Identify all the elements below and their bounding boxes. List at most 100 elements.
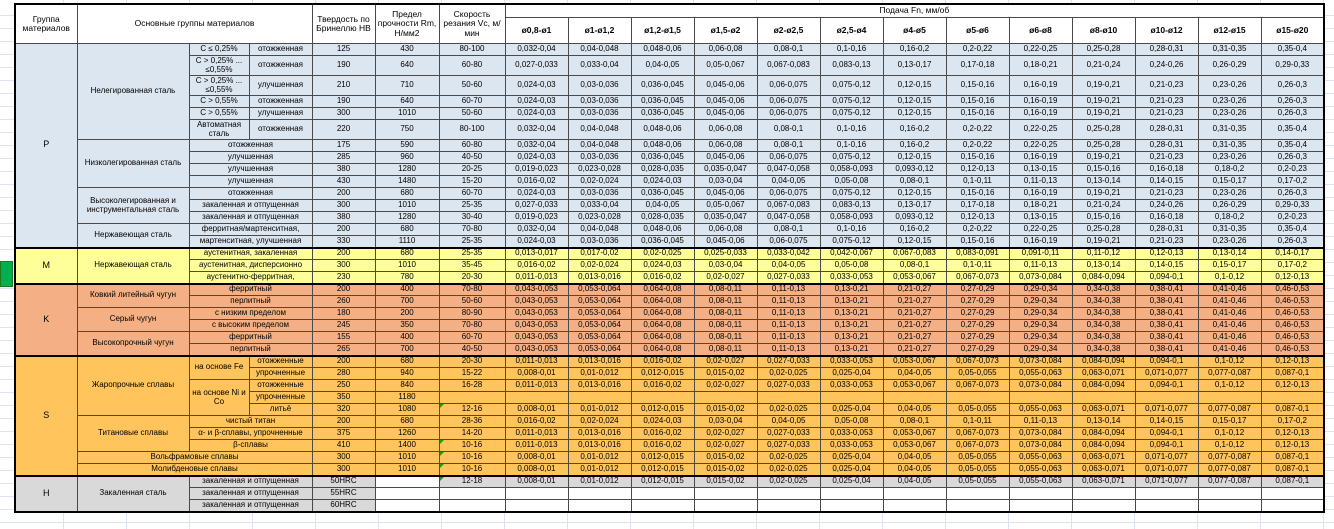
feed-cell[interactable] <box>1260 391 1325 404</box>
feed-cell[interactable]: 0,019-0,023 <box>504 211 569 224</box>
feed-cell[interactable]: 0,03-0,04 <box>693 259 758 272</box>
feed-cell[interactable]: 0,077-0,087 <box>1197 403 1262 416</box>
feed-cell[interactable]: 0,013-0,016 <box>567 271 632 284</box>
cell[interactable]: 1280 <box>374 163 440 176</box>
feed-cell[interactable]: 0,024-0,03 <box>504 187 569 200</box>
feed-cell[interactable]: 0,15-0,17 <box>1197 175 1262 188</box>
feed-cell[interactable]: 0,016-0,02 <box>630 379 695 392</box>
feed-cell[interactable]: 0,08-0,11 <box>693 282 758 296</box>
feed-cell[interactable]: 0,04-0,05 <box>882 463 947 476</box>
feed-cell[interactable]: 0,055-0,063 <box>1008 403 1073 416</box>
feed-cell[interactable]: 0,16-0,19 <box>1008 95 1073 108</box>
feed-cell[interactable]: 0,2-0,23 <box>1260 211 1325 224</box>
feed-cell[interactable]: 0,29-0,34 <box>1008 331 1073 344</box>
feed-cell[interactable]: 0,019-0,023 <box>504 163 569 176</box>
feed-cell[interactable] <box>1197 499 1262 512</box>
feed-cell[interactable]: 0,08-0,1 <box>756 139 821 152</box>
feed-cell[interactable]: 0,21-0,23 <box>1134 235 1199 248</box>
feed-cell[interactable]: 0,016-0,02 <box>504 175 569 188</box>
header-feed[interactable]: Подача Fn, мм/об <box>504 3 1325 18</box>
feed-cell[interactable]: 0,2-0,22 <box>945 119 1010 140</box>
cell[interactable]: 10-16 <box>438 463 506 476</box>
feed-cell[interactable]: 0,04-0,048 <box>567 43 632 56</box>
feed-cell[interactable]: 0,26-0,3 <box>1260 235 1325 248</box>
cell[interactable]: 330 <box>311 235 376 248</box>
feed-cell[interactable] <box>1008 487 1073 500</box>
feed-cell[interactable] <box>819 487 884 500</box>
feed-cell[interactable]: 0,035-0,047 <box>693 163 758 176</box>
feed-cell[interactable]: 0,067-0,083 <box>756 55 821 76</box>
cell[interactable]: на основе Fe <box>188 354 250 380</box>
cell[interactable]: 200 <box>311 223 376 236</box>
feed-cell[interactable]: 0,064-0,08 <box>630 282 695 296</box>
feed-cell[interactable]: 0,02-0,024 <box>567 415 632 428</box>
feed-cell[interactable]: 0,027-0,033 <box>756 379 821 392</box>
feed-cell[interactable]: 0,093-0,12 <box>882 163 947 176</box>
feed-cell[interactable]: 0,084-0,094 <box>1071 354 1136 368</box>
feed-cell[interactable]: 0,29-0,34 <box>1008 295 1073 308</box>
feed-cell[interactable]: 0,033-0,053 <box>819 354 884 368</box>
feed-cell[interactable] <box>1008 499 1073 512</box>
cell[interactable]: 300 <box>311 107 376 120</box>
feed-cell[interactable]: 0,34-0,38 <box>1071 331 1136 344</box>
feed-cell[interactable]: 0,35-0,4 <box>1260 119 1325 140</box>
cell[interactable]: 200 <box>311 354 376 368</box>
feed-cell[interactable]: 0,077-0,087 <box>1197 463 1262 476</box>
feed-cell[interactable]: 0,23-0,26 <box>1197 95 1262 108</box>
cell[interactable]: 60-70 <box>438 187 506 200</box>
feed-cell[interactable] <box>945 499 1010 512</box>
cell[interactable]: 350 <box>374 319 440 332</box>
feed-cell[interactable]: 0,26-0,29 <box>1197 199 1262 212</box>
feed-cell[interactable]: 0,08-0,1 <box>882 259 947 272</box>
feed-cell[interactable] <box>1071 487 1136 500</box>
feed-cell[interactable]: 0,03-0,036 <box>567 75 632 96</box>
cell[interactable]: отожженная <box>188 187 313 200</box>
feed-cell[interactable]: 0,18-0,21 <box>1008 199 1073 212</box>
feed-cell[interactable]: 0,032-0,04 <box>504 43 569 56</box>
cell[interactable]: закаленная и отпущенная <box>188 199 313 212</box>
cell[interactable]: 60-70 <box>438 331 506 344</box>
feed-cell[interactable]: 0,38-0,41 <box>1134 343 1199 356</box>
cell[interactable]: 1080 <box>374 403 440 416</box>
feed-cell[interactable]: 0,04-0,05 <box>882 474 947 488</box>
feed-cell[interactable]: 0,048-0,06 <box>630 139 695 152</box>
feed-cell[interactable]: 0,41-0,46 <box>1197 282 1262 296</box>
feed-cell[interactable]: 0,01-0,012 <box>567 403 632 416</box>
feed-cell[interactable]: 0,11-0,13 <box>1008 175 1073 188</box>
feed-cell[interactable]: 0,41-0,46 <box>1197 295 1262 308</box>
feed-cell[interactable]: 0,15-0,16 <box>945 95 1010 108</box>
feed-cell[interactable]: 0,13-0,21 <box>819 343 884 356</box>
feed-cell[interactable]: 0,2-0,23 <box>1260 163 1325 176</box>
feed-cell[interactable]: 0,06-0,08 <box>693 139 758 152</box>
feed-cell[interactable]: 0,025-0,04 <box>819 474 884 488</box>
cell[interactable]: 1480 <box>374 175 440 188</box>
feed-cell[interactable]: 0,12-0,13 <box>1260 271 1325 284</box>
feed-cell[interactable]: 0,012-0,015 <box>630 367 695 380</box>
cell[interactable]: 840 <box>374 379 440 392</box>
feed-cell[interactable]: 0,04-0,05 <box>756 415 821 428</box>
cell[interactable]: отожженные <box>248 379 313 392</box>
feed-cell[interactable]: 0,067-0,073 <box>945 439 1010 452</box>
cell[interactable]: упрочненные <box>248 367 313 380</box>
feed-cell[interactable] <box>1260 487 1325 500</box>
cell[interactable]: 55HRC <box>311 487 376 500</box>
feed-cell[interactable]: 0,06-0,08 <box>693 119 758 140</box>
feed-cell[interactable]: 0,084-0,094 <box>1071 271 1136 284</box>
feed-cell[interactable]: 0,13-0,14 <box>1071 415 1136 428</box>
feed-cell[interactable]: 0,06-0,08 <box>693 43 758 56</box>
feed-cell[interactable] <box>504 487 569 500</box>
feed-cell[interactable]: 0,063-0,071 <box>1071 451 1136 464</box>
feed-cell[interactable]: 0,06-0,075 <box>756 187 821 200</box>
group-label-cell[interactable]: M <box>14 246 78 284</box>
cell[interactable]: ферритная/мартенситная, <box>188 223 313 236</box>
feed-cell[interactable]: 0,13-0,15 <box>1008 211 1073 224</box>
feed-cell[interactable]: 0,13-0,14 <box>1071 259 1136 272</box>
feed-cell[interactable] <box>1071 499 1136 512</box>
cell[interactable]: перлитный <box>188 295 313 308</box>
feed-cell[interactable]: 0,071-0,077 <box>1134 367 1199 380</box>
feed-cell[interactable]: 0,05-0,08 <box>819 415 884 428</box>
cell[interactable]: 80-100 <box>438 119 506 140</box>
feed-cell[interactable]: 0,14-0,15 <box>1134 415 1199 428</box>
feed-cell[interactable]: 0,01-0,012 <box>567 463 632 476</box>
feed-cell[interactable]: 0,036-0,045 <box>630 75 695 96</box>
